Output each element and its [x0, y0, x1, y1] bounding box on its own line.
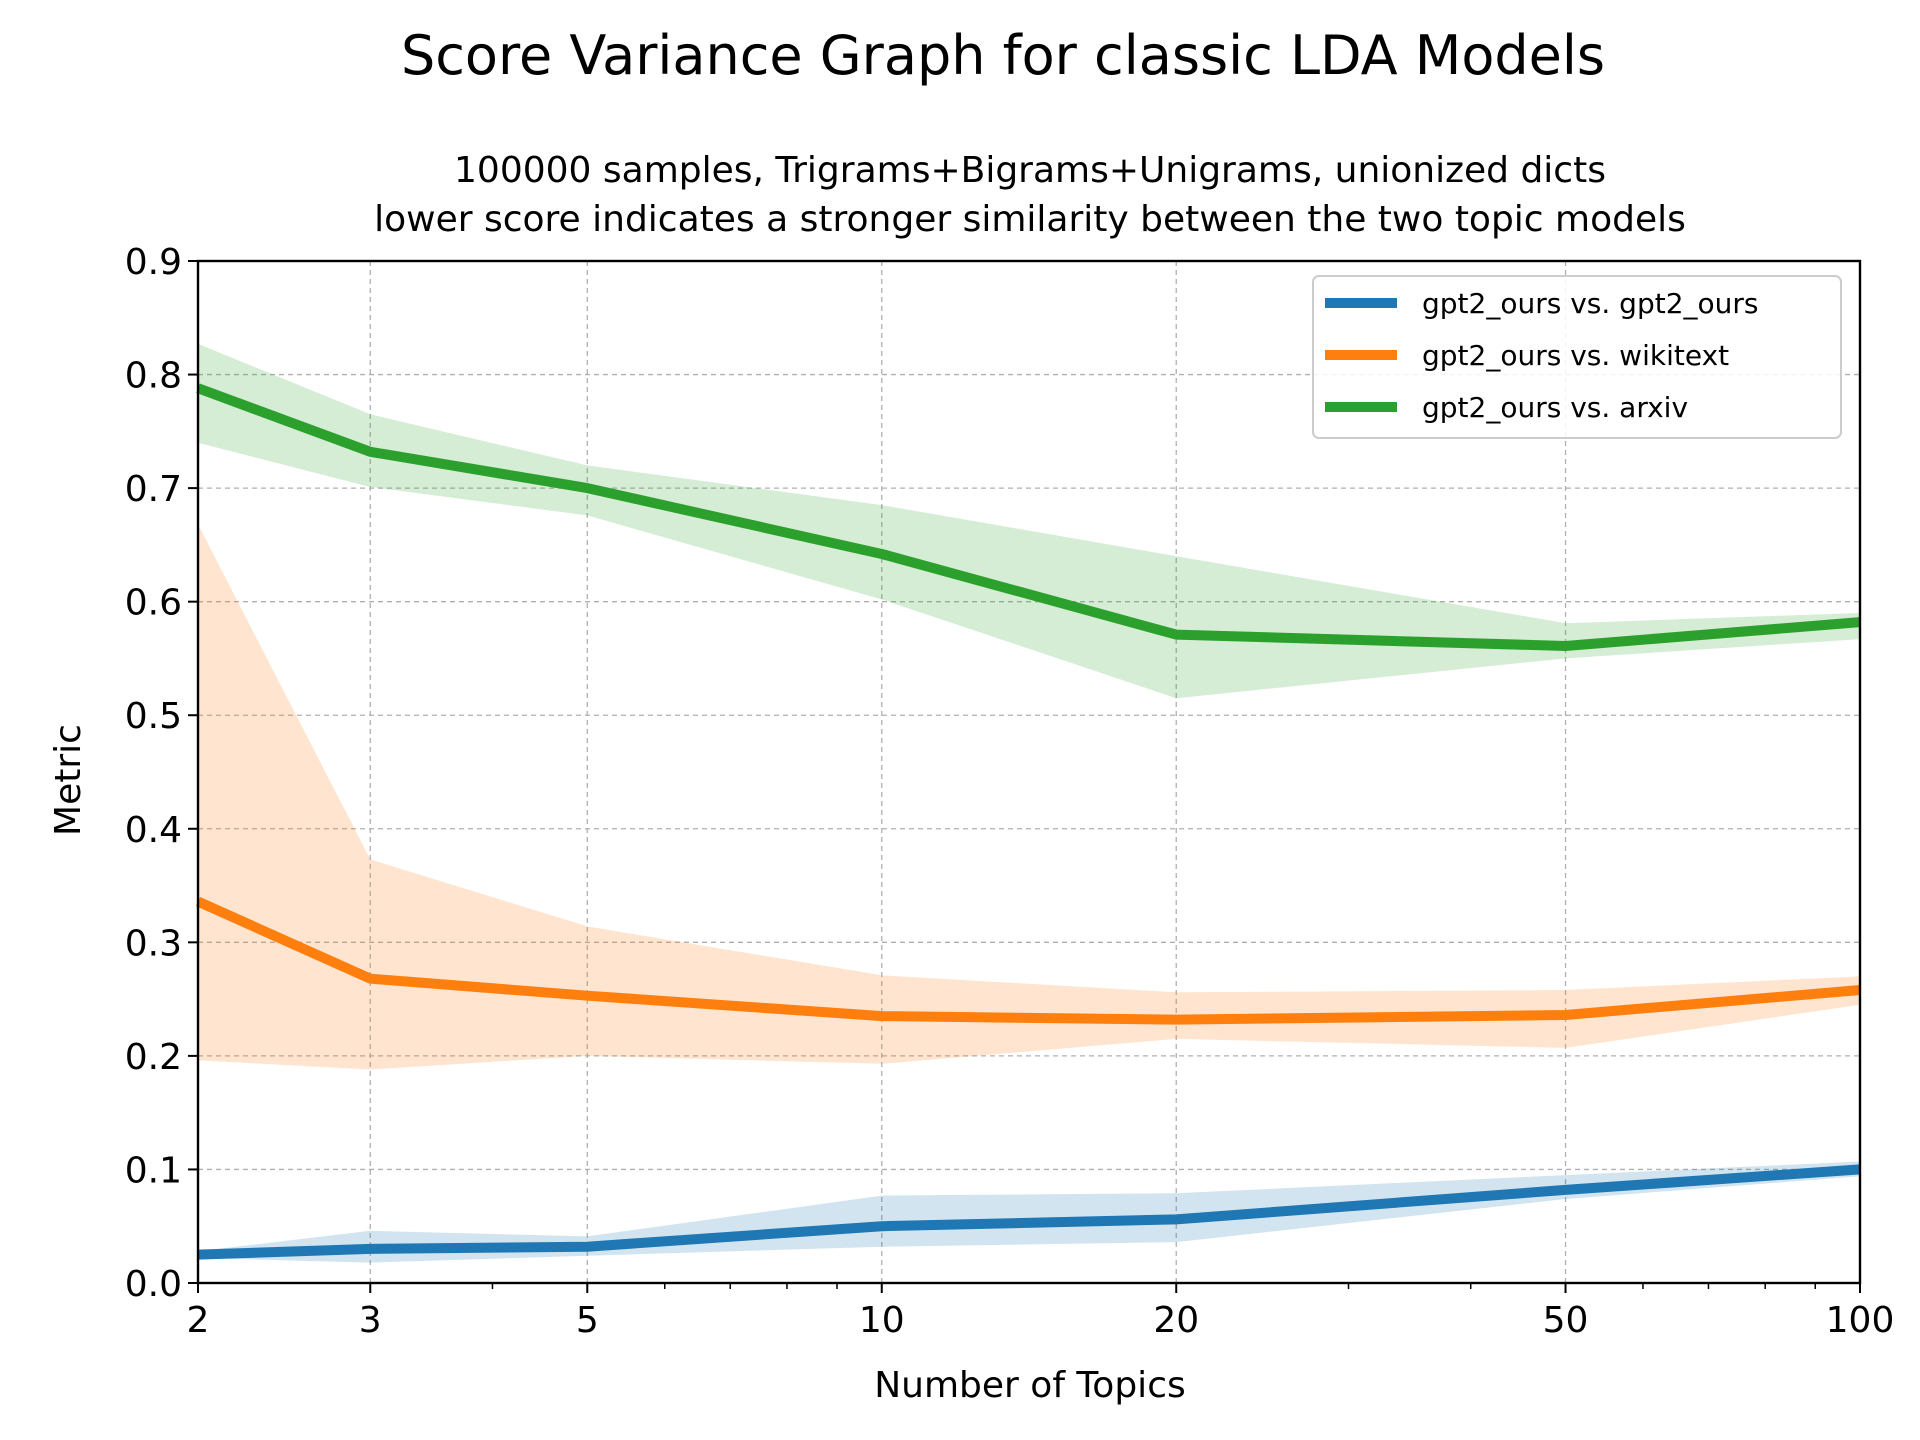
y-tick-label: 0.8 [125, 356, 182, 397]
confidence-band [198, 524, 1860, 1070]
y-tick-label: 0.7 [125, 469, 182, 510]
confidence-band [198, 343, 1860, 699]
y-tick-label: 0.9 [125, 242, 182, 283]
series-lines [195, 383, 1861, 1260]
chart-subtitle-line-1: 100000 samples, Trigrams+Bigrams+Unigram… [454, 150, 1606, 191]
legend-label: gpt2_ours vs. gpt2_ours [1422, 287, 1759, 320]
series-line [195, 896, 1861, 1025]
y-tick-label: 0.5 [125, 696, 182, 737]
y-tick-label: 0.6 [125, 583, 182, 624]
x-tick-label: 5 [576, 1300, 599, 1341]
legend-label: gpt2_ours vs. wikitext [1422, 339, 1729, 372]
x-tick-label: 20 [1153, 1300, 1199, 1341]
x-tick-label: 50 [1543, 1300, 1589, 1341]
x-tick-label: 10 [859, 1300, 905, 1341]
x-tick-label: 100 [1826, 1300, 1895, 1341]
x-tick-label: 2 [187, 1300, 210, 1341]
y-axis: 0.0 0.1 0.2 0.3 0.4 0.5 0.6 0.7 0.8 0.9 [125, 242, 198, 1305]
legend-label: gpt2_ours vs. arxiv [1422, 391, 1688, 424]
y-tick-label: 0.4 [125, 810, 182, 851]
x-tick-label: 3 [359, 1300, 382, 1341]
y-tick-label: 0.2 [125, 1037, 182, 1078]
confidence-bands [198, 343, 1860, 1263]
x-axis: 2 3 5 10 20 50 100 [187, 1283, 1895, 1341]
chart-title: Score Variance Graph for classic LDA Mod… [401, 24, 1605, 87]
x-axis-label: Number of Topics [874, 1365, 1186, 1406]
series-line [196, 383, 1861, 651]
plot-frame [196, 259, 1862, 1285]
legend: gpt2_ours vs. gpt2_ours gpt2_ours vs. wi… [1312, 275, 1842, 439]
confidence-band [198, 1161, 1860, 1263]
series-line [197, 1164, 1861, 1260]
y-tick-label: 0.3 [125, 923, 182, 964]
chart-subtitle-line-2: lower score indicates a stronger similar… [374, 199, 1686, 240]
y-tick-label: 0.1 [125, 1150, 182, 1191]
y-tick-label: 0.0 [125, 1264, 182, 1305]
legend-box [1312, 275, 1842, 439]
y-axis-label: Metric [48, 724, 89, 836]
